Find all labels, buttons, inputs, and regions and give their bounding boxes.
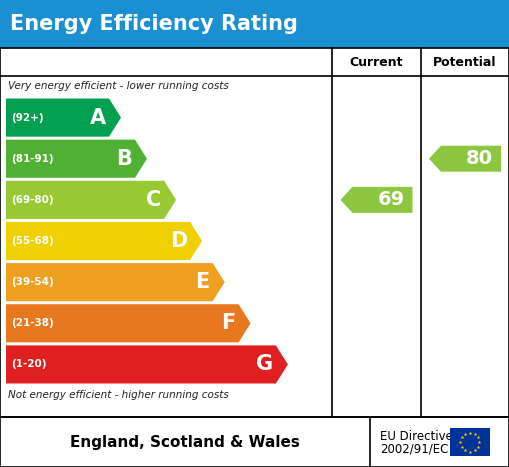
Text: (1-20): (1-20) (11, 360, 46, 369)
Polygon shape (6, 222, 202, 260)
Text: (69-80): (69-80) (11, 195, 53, 205)
Text: Not energy efficient - higher running costs: Not energy efficient - higher running co… (8, 390, 229, 400)
Text: E: E (195, 272, 210, 292)
Text: Very energy efficient - lower running costs: Very energy efficient - lower running co… (8, 81, 229, 91)
Text: (55-68): (55-68) (11, 236, 54, 246)
Bar (0, 0, 509, 48)
Polygon shape (429, 146, 501, 172)
Polygon shape (341, 187, 412, 213)
Polygon shape (6, 181, 176, 219)
Polygon shape (6, 99, 121, 137)
Text: (21-38): (21-38) (11, 318, 54, 328)
Polygon shape (6, 263, 224, 301)
Text: Current: Current (350, 56, 403, 69)
Bar (0, 417, 509, 467)
Bar (450, 428, 490, 456)
Text: G: G (256, 354, 273, 375)
Polygon shape (6, 304, 250, 342)
Text: (39-54): (39-54) (11, 277, 54, 287)
Polygon shape (6, 140, 147, 178)
Text: England, Scotland & Wales: England, Scotland & Wales (70, 434, 300, 450)
Text: D: D (170, 231, 187, 251)
Text: B: B (116, 149, 132, 169)
Text: 69: 69 (377, 191, 405, 209)
Polygon shape (6, 346, 288, 383)
Text: (81-91): (81-91) (11, 154, 53, 164)
Text: 80: 80 (466, 149, 493, 168)
Text: 2002/91/EC: 2002/91/EC (380, 443, 448, 455)
Bar (0, 48, 509, 417)
Text: Energy Efficiency Rating: Energy Efficiency Rating (10, 14, 298, 34)
Text: A: A (90, 107, 106, 127)
Text: (92+): (92+) (11, 113, 44, 122)
Text: Potential: Potential (433, 56, 497, 69)
Text: F: F (221, 313, 236, 333)
Text: EU Directive: EU Directive (380, 430, 453, 443)
Text: C: C (146, 190, 161, 210)
